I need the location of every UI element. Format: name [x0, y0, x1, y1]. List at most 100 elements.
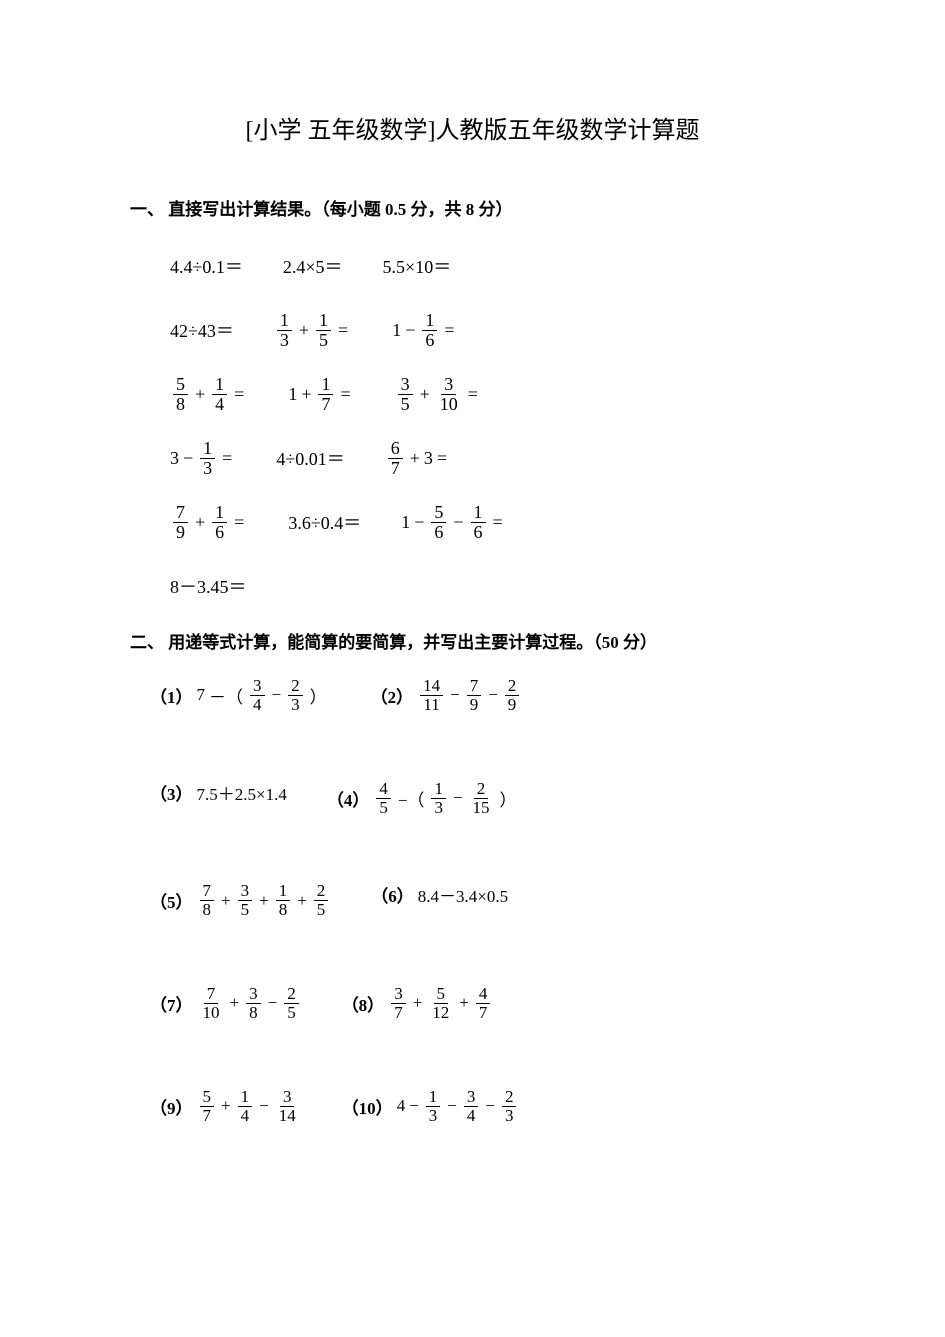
fraction-denominator: 11 [420, 696, 442, 714]
fraction-numerator: 7 [173, 503, 188, 523]
fraction-denominator: 3 [200, 459, 215, 478]
operator: − [450, 685, 460, 705]
fraction-denominator: 8 [173, 395, 188, 414]
problem-row: 8－3.45＝ [130, 564, 815, 608]
operator: − [405, 320, 415, 341]
fraction-numerator: 3 [398, 375, 413, 395]
fraction-denominator: 4 [238, 1107, 253, 1125]
operator: − [272, 685, 282, 705]
question-cell: （10）4−13−34− 23 [342, 1088, 520, 1125]
fraction-denominator: 6 [471, 523, 486, 542]
fraction: 13 [431, 780, 446, 817]
operator: = [234, 512, 244, 533]
worksheet-page: [小学 五年级数学]人教版五年级数学计算题 一、 直接写出计算结果。（每小题 0… [0, 0, 945, 1270]
operator: = [234, 384, 244, 405]
fraction-denominator: 5 [284, 1004, 299, 1022]
fraction: 14 [212, 375, 227, 414]
operator: ） [310, 683, 327, 708]
fraction-denominator: 8 [276, 901, 291, 919]
fraction-denominator: 6 [431, 523, 446, 542]
operator: − [409, 1096, 419, 1116]
operator: − [268, 993, 278, 1013]
plain-expression: 3.6÷0.4＝ [288, 509, 361, 535]
fraction-denominator: 3 [426, 1107, 441, 1125]
fraction-denominator: 10 [200, 1004, 223, 1022]
question-cell: （9）57+14 − 314 [150, 1088, 302, 1125]
fraction-numerator: 7 [200, 882, 215, 901]
question-number: （3） [150, 780, 193, 805]
expression-text: 1 [392, 320, 401, 341]
operator: + [410, 448, 420, 469]
operator: = [493, 512, 503, 533]
fraction: 79 [467, 677, 482, 714]
question-cell: （1）7－（34−23） [150, 677, 331, 714]
problem-cell: 1−56−16= [401, 503, 506, 542]
operator: + [259, 891, 269, 911]
problem-cell: 42÷43＝ [170, 317, 234, 343]
fraction-numerator: 3 [441, 375, 456, 395]
question-number: （8） [342, 991, 385, 1016]
fraction: 13 [277, 311, 292, 350]
fraction-denominator: 4 [250, 696, 265, 714]
fraction: 78 [200, 882, 215, 919]
fraction-numerator: 1 [200, 439, 215, 459]
question-cell: （3）7.5＋2.5×1.4 [150, 780, 287, 805]
fraction-numerator: 7 [467, 677, 482, 696]
section-2-header: 二、 用递等式计算，能简算的要简算，并写出主要计算过程。（50 分） [130, 628, 815, 653]
fraction-denominator: 7 [476, 1004, 491, 1022]
operator: − [414, 512, 424, 533]
question-number: （6） [371, 882, 414, 907]
fraction-numerator: 2 [284, 985, 299, 1004]
fraction-denominator: 8 [246, 1004, 261, 1022]
question-number: （1） [150, 683, 193, 708]
question-number: （2） [371, 683, 414, 708]
expression-text: 1 [288, 384, 297, 405]
fraction-numerator: 7 [204, 985, 219, 1004]
operator: = [222, 448, 232, 469]
fraction-numerator: 1 [212, 375, 227, 395]
fraction: 34 [250, 677, 265, 714]
question-number: （5） [150, 888, 193, 913]
fraction: 58 [173, 375, 188, 414]
operator: − [453, 788, 463, 808]
fraction-numerator: 1 [422, 311, 437, 331]
fraction: 13 [426, 1088, 441, 1125]
operator: + [413, 993, 423, 1013]
section-2-body: （1）7－（34−23）（2）1411−79−29（3）7.5＋2.5×1.4（… [130, 677, 815, 1124]
fraction-denominator: 12 [429, 1004, 452, 1022]
fraction-denominator: 15 [470, 799, 493, 817]
expression-text: 8.4－3.4×0.5 [418, 882, 508, 907]
fraction-denominator: 7 [200, 1107, 215, 1125]
fraction: 45 [376, 780, 391, 817]
fraction-numerator: 5 [173, 375, 188, 395]
operator: + [221, 891, 231, 911]
fraction-numerator: 4 [376, 780, 391, 799]
plain-expression: 8－3.45＝ [170, 573, 247, 599]
fraction: 23 [502, 1088, 517, 1125]
fraction-numerator: 1 [238, 1088, 253, 1107]
question-cell: （6）8.4－3.4×0.5 [371, 882, 508, 907]
fraction-numerator: 1 [431, 780, 446, 799]
problem-row: 4.4÷0.1＝2.4×5＝5.5×10＝ [130, 244, 815, 288]
question-cell: （7）710+38 − 25 [150, 985, 302, 1022]
problem-row: 79+16=3.6÷0.4＝1−56−16= [130, 500, 815, 544]
problem-cell: 3.6÷0.4＝ [288, 509, 361, 535]
fraction-denominator: 3 [288, 696, 303, 714]
operator: = [437, 448, 447, 469]
fraction-numerator: 1 [316, 311, 331, 331]
fraction: 16 [471, 503, 486, 542]
operator: −（ [398, 786, 425, 811]
fraction-numerator: 3 [238, 882, 253, 901]
question-cell: （4）45−（13−215） [327, 780, 521, 817]
problem-cell: 58+14= [170, 375, 248, 414]
fraction-numerator: 3 [246, 985, 261, 1004]
operator: + [297, 891, 307, 911]
fraction-numerator: 2 [474, 780, 489, 799]
fraction: 1411 [420, 677, 443, 714]
problem-cell: 1−16= [392, 311, 458, 350]
fraction-numerator: 1 [318, 375, 333, 395]
fraction-numerator: 1 [212, 503, 227, 523]
section-1-header: 一、 直接写出计算结果。（每小题 0.5 分，共 8 分） [130, 195, 815, 220]
operator: = [338, 320, 348, 341]
operator: − [453, 512, 463, 533]
